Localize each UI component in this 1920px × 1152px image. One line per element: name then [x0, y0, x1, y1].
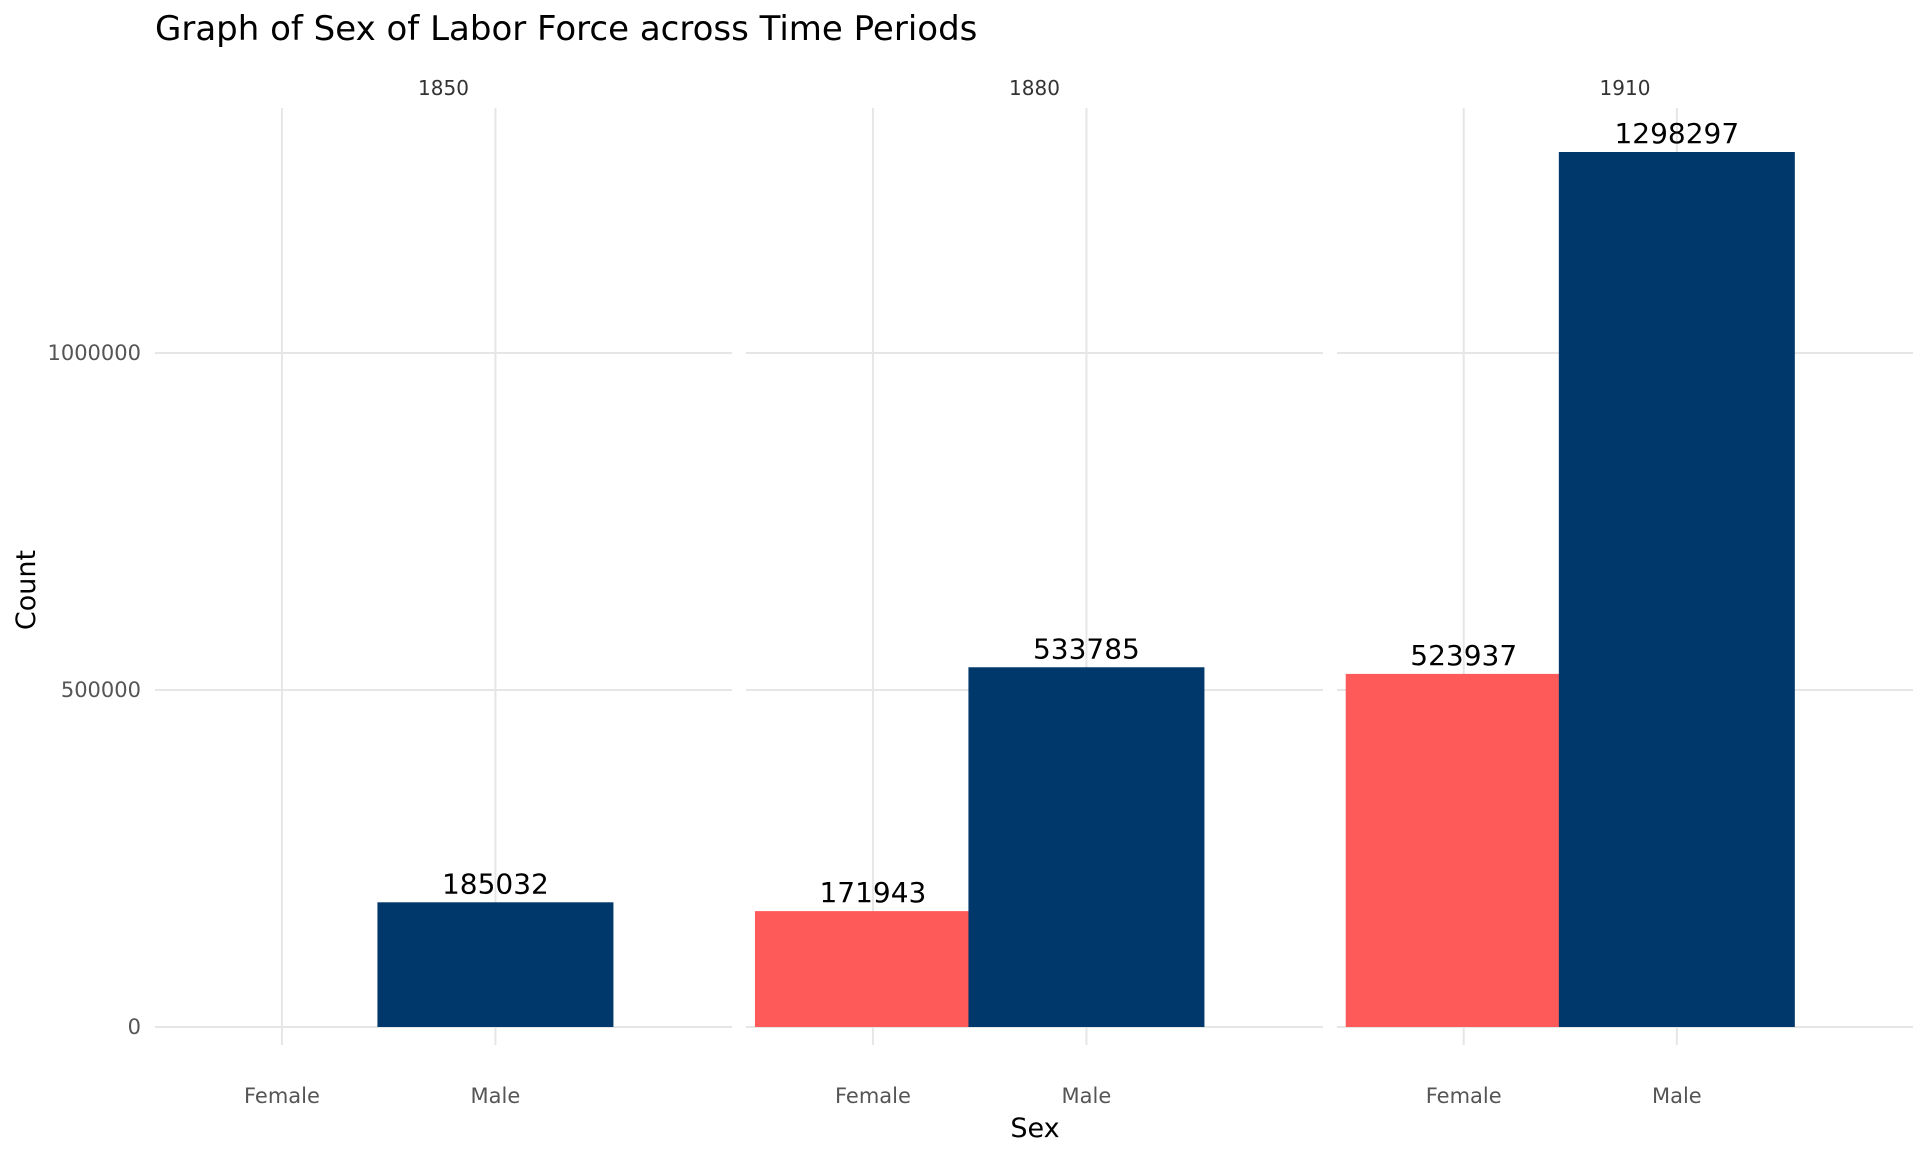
data-label: 185032 — [442, 867, 549, 900]
data-label: 523937 — [1410, 639, 1517, 672]
y-tick-label: 500000 — [61, 678, 141, 702]
y-axis-title: Count — [11, 550, 42, 630]
bar-female — [1345, 673, 1582, 1027]
data-label: 1298297 — [1614, 117, 1739, 150]
facet-label: 1910 — [1600, 76, 1651, 100]
chart-title: Graph of Sex of Labor Force across Time … — [155, 9, 977, 49]
facets-layer: 1850 185032 Female Male 1880 171943 533785 Fema… — [155, 76, 1913, 1108]
y-tick-label: 1000000 — [47, 341, 141, 365]
bar-male — [1558, 152, 1795, 1027]
x-axis-title: Sex — [1010, 1113, 1059, 1144]
x-tick-label: Female — [244, 1084, 320, 1108]
y-axis: 0 500000 1000000 — [47, 341, 141, 1039]
bar-female — [754, 911, 991, 1027]
x-tick-label: Female — [835, 1084, 911, 1108]
x-tick-label: Female — [1426, 1084, 1502, 1108]
y-tick-label: 0 — [128, 1015, 141, 1039]
data-label: 171943 — [819, 876, 926, 909]
x-tick-label: Male — [1652, 1084, 1702, 1108]
facet-label: 1880 — [1009, 76, 1060, 100]
facet-label: 1850 — [418, 76, 469, 100]
bar-male — [377, 902, 614, 1027]
x-tick-label: Male — [1062, 1084, 1112, 1108]
facet-panel-1850: 1850 185032 Female Male — [155, 76, 732, 1108]
facet-panel-1910: 1910 523937 1298297 Female Male — [1337, 76, 1913, 1108]
data-label: 533785 — [1033, 632, 1140, 665]
facet-panel-1880: 1880 171943 533785 Female Male — [746, 76, 1323, 1108]
bar-male — [968, 667, 1205, 1027]
x-tick-label: Male — [471, 1084, 521, 1108]
